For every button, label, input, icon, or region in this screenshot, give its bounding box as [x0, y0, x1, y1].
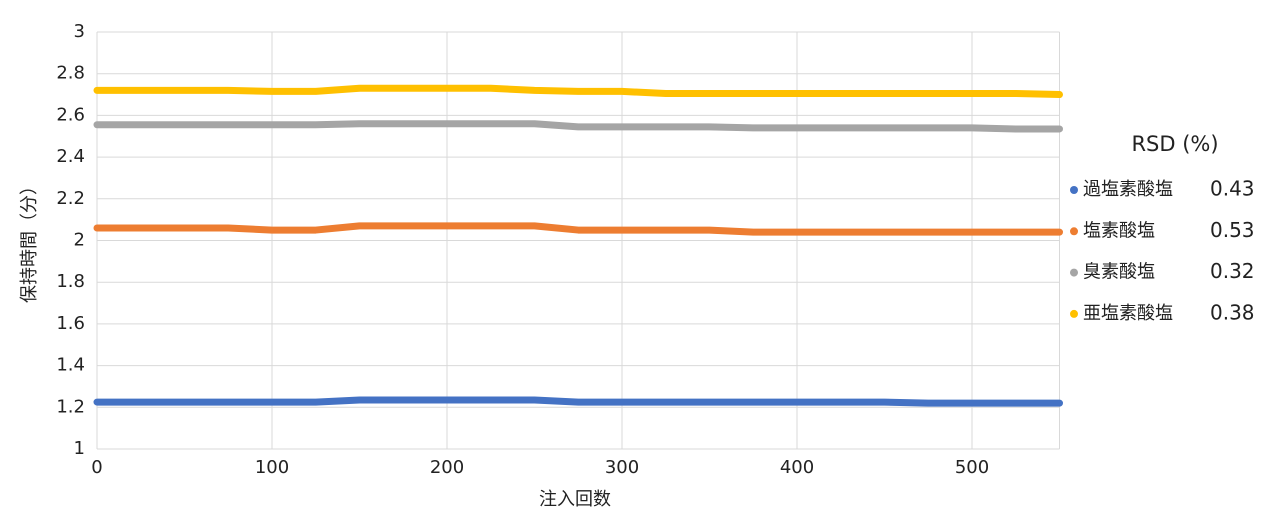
x-tick-label: 200: [430, 457, 464, 478]
legend-marker: [1070, 186, 1078, 194]
series-line: [93, 120, 1063, 133]
x-tick-label: 500: [955, 457, 989, 478]
legend-label: 臭素酸塩: [1083, 262, 1155, 283]
y-tick-label: 1.6: [56, 313, 85, 334]
y-tick-label: 2.6: [56, 104, 85, 125]
legend-marker: [1070, 268, 1078, 277]
y-tick-label: 2.4: [56, 146, 85, 167]
series-line: [93, 396, 1063, 407]
y-tick-label: 1.8: [56, 271, 85, 292]
legend-rsd: 0.32: [1210, 259, 1255, 283]
legend-rsd: 0.43: [1210, 177, 1255, 201]
x-tick-label: 100: [255, 457, 289, 478]
y-tick-label: 1: [74, 438, 85, 459]
y-tick-label: 2.8: [56, 63, 85, 84]
legend-marker: [1070, 309, 1078, 318]
y-tick-label: 2: [74, 230, 85, 251]
y-axis-label: 保持時間（分）: [19, 177, 40, 303]
series-line: [93, 84, 1063, 99]
legend-title: RSD (%): [1131, 132, 1218, 156]
y-tick-label: 2.2: [56, 188, 85, 209]
legend-label: 過塩素酸塩: [1083, 179, 1173, 200]
y-tick-label: 1.4: [56, 355, 85, 376]
x-axis-label: 注入回数: [539, 489, 611, 510]
legend-marker: [1070, 227, 1078, 236]
y-tick-label: 3: [74, 21, 85, 42]
legend-rsd: 0.53: [1210, 218, 1255, 242]
x-tick-label: 0: [91, 457, 102, 478]
legend-label: 塩素酸塩: [1083, 220, 1155, 241]
x-tick-label: 300: [605, 457, 639, 478]
legend-label: 亜塩素酸塩: [1083, 303, 1173, 324]
series-line: [93, 222, 1063, 236]
y-tick-label: 1.2: [56, 396, 85, 417]
legend-rsd: 0.38: [1210, 300, 1255, 324]
x-tick-label: 400: [780, 457, 814, 478]
